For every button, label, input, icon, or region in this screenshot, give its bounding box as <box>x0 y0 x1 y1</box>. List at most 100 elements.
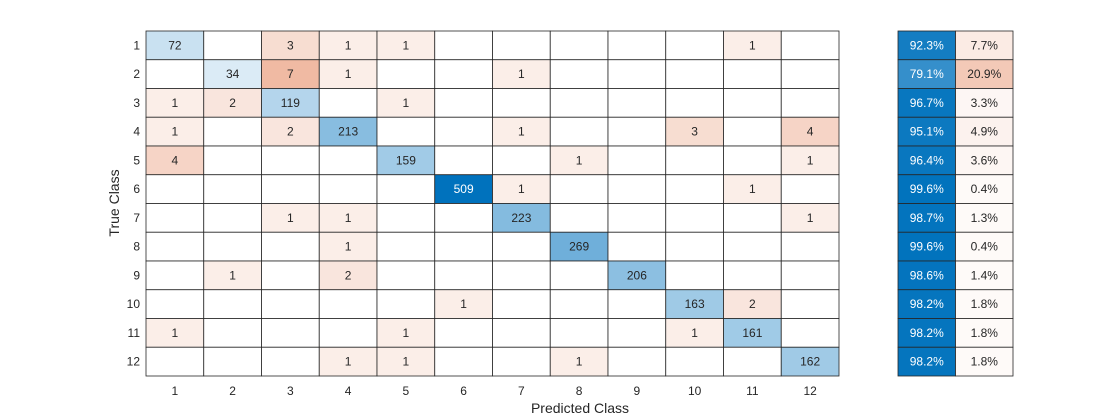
matrix-cell-r7-c5 <box>376 203 436 233</box>
matrix-cell-r4-c9 <box>607 116 667 147</box>
matrix-cell-r5-c11 <box>723 145 782 176</box>
matrix-cell-r1-c10 <box>665 30 724 61</box>
x-tick-label: 2 <box>229 384 236 398</box>
matrix-cell-r8-c1 <box>145 231 205 262</box>
summary-correct-value: 98.2% <box>910 297 944 311</box>
matrix-cell-r3-c8 <box>549 88 609 118</box>
summary-incorrect-cell <box>955 59 1014 89</box>
matrix-cell-value: 1 <box>807 153 814 167</box>
matrix-cell-value: 1 <box>576 153 583 167</box>
matrix-cell-value: 72 <box>168 38 182 52</box>
matrix-cell-r12-c8 <box>549 346 609 377</box>
y-tick-label: 1 <box>133 38 140 52</box>
matrix-cell-r6-c1 <box>145 174 205 204</box>
matrix-cell-r6-c10 <box>665 174 724 204</box>
matrix-cell-r2-c2 <box>203 59 262 89</box>
summary-correct-cell <box>897 59 956 89</box>
matrix-cell-r5-c12 <box>780 145 840 176</box>
matrix-cell-value: 1 <box>749 38 756 52</box>
matrix-cell-r5-c7 <box>492 145 551 176</box>
y-axis-label: True Class <box>106 169 122 236</box>
matrix-cell-r8-c3 <box>261 231 320 262</box>
summary-correct-value: 99.6% <box>910 182 944 196</box>
summary-correct-value: 79.1% <box>910 67 944 81</box>
matrix-cell-value: 1 <box>691 326 698 340</box>
summary-correct-cell <box>897 116 956 147</box>
matrix-cell-r3-c6 <box>434 88 493 118</box>
matrix-cell-r7-c1 <box>145 203 205 233</box>
matrix-cell-r2-c10 <box>665 59 724 89</box>
matrix-cell-r2-c9 <box>607 59 667 89</box>
summary-incorrect-value: 1.3% <box>971 211 999 225</box>
row-summary: 92.3% 7.7% 79.1% 20.9% 96.7% 3.3% 95.1% 4.9% 96.… <box>897 30 1014 377</box>
matrix-cell-r11-c5 <box>376 318 436 348</box>
matrix-cell-r1-c12 <box>780 30 840 61</box>
matrix-cell-r4-c2 <box>203 116 262 147</box>
summary-incorrect-value: 0.4% <box>971 182 999 196</box>
matrix-cell-r10-c7 <box>492 289 551 319</box>
matrix-cell-r12-c4 <box>318 346 378 377</box>
matrix-cell-r6-c8 <box>549 174 609 204</box>
matrix-cell-value: 3 <box>691 125 698 139</box>
matrix-cell-r8-c10 <box>665 231 724 262</box>
x-tick-label: 10 <box>688 384 702 398</box>
matrix-cell-value: 1 <box>807 211 814 225</box>
matrix-cell-r4-c7 <box>492 116 551 147</box>
matrix-cell-r12-c2 <box>203 346 262 377</box>
matrix-cell-r1-c8 <box>549 30 609 61</box>
x-tick-label: 7 <box>518 384 525 398</box>
matrix-cell-r1-c4 <box>318 30 378 61</box>
matrix-cell-r10-c4 <box>318 289 378 319</box>
matrix-cell-value: 163 <box>685 297 705 311</box>
matrix-cell-value: 3 <box>287 38 294 52</box>
summary-correct-cell <box>897 318 956 348</box>
summary-incorrect-value: 3.6% <box>971 153 999 167</box>
summary-correct-cell <box>897 203 956 233</box>
matrix-cell-r9-c7 <box>492 260 551 291</box>
matrix-cell-r4-c1 <box>145 116 205 147</box>
matrix-cell-r11-c12 <box>780 318 840 348</box>
y-tick-label: 7 <box>133 211 140 225</box>
matrix-cell-value: 4 <box>807 125 814 139</box>
matrix-cell-r5-c2 <box>203 145 262 176</box>
y-tick-label: 2 <box>133 67 140 81</box>
matrix-cell-r11-c3 <box>261 318 320 348</box>
matrix-cell-r3-c4 <box>318 88 378 118</box>
matrix-cell-value: 213 <box>338 125 358 139</box>
matrix-cell-r6-c5 <box>376 174 436 204</box>
matrix-cell-r5-c4 <box>318 145 378 176</box>
matrix-cell-r9-c6 <box>434 260 493 291</box>
matrix-cell-value: 119 <box>281 96 300 110</box>
matrix-cell-r10-c2 <box>203 289 262 319</box>
matrix-cell-value: 7 <box>287 67 294 81</box>
x-tick-label: 4 <box>345 384 352 398</box>
matrix-cell-r8-c7 <box>492 231 551 262</box>
matrix-cell-value: 161 <box>742 326 762 340</box>
matrix-cell-value: 1 <box>172 326 179 340</box>
matrix-cell-r9-c8 <box>549 260 609 291</box>
matrix-cell-value: 1 <box>403 355 410 369</box>
summary-incorrect-value: 4.9% <box>971 125 999 139</box>
matrix-cell-value: 162 <box>800 355 820 369</box>
matrix-cell-r11-c6 <box>434 318 493 348</box>
matrix-cell-value: 1 <box>518 67 525 81</box>
matrix-cell-r1-c9 <box>607 30 667 61</box>
matrix-cell-r3-c7 <box>492 88 551 118</box>
x-tick-label: 9 <box>634 384 641 398</box>
matrix-cell-value: 1 <box>345 38 352 52</box>
summary-incorrect-value: 20.9% <box>967 67 1001 81</box>
x-tick-label: 1 <box>172 384 179 398</box>
y-tick-label: 10 <box>127 297 141 311</box>
matrix-cell-r11-c1 <box>145 318 205 348</box>
matrix-cell-r1-c7 <box>492 30 551 61</box>
matrix-cell-r9-c3 <box>261 260 320 291</box>
matrix-cell-r2-c12 <box>780 59 840 89</box>
matrix-cell-r12-c3 <box>261 346 320 377</box>
matrix-cell-value: 1 <box>460 297 467 311</box>
matrix-cell-r1-c1 <box>145 30 205 61</box>
summary-correct-value: 98.2% <box>910 326 944 340</box>
matrix-cell-value: 1 <box>172 125 179 139</box>
summary-correct-value: 96.4% <box>910 153 944 167</box>
matrix-cell-value: 509 <box>454 182 474 196</box>
